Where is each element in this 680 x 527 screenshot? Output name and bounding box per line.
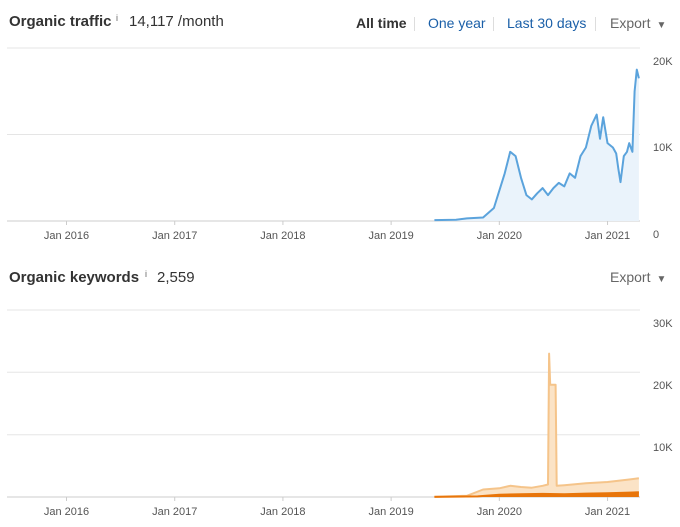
traffic-chart: 20K 10K 0 Jan 2016 Jan 2017 Jan 2018 Jan 2019 J… <box>7 47 673 242</box>
traffic-export-button[interactable]: Export ▼ <box>610 15 666 31</box>
export-label: Export <box>610 269 651 285</box>
keywords-info-icon[interactable]: i <box>145 269 147 279</box>
x-tick-label: Jan 2018 <box>260 506 305 518</box>
keywords-chart: 30K 20K 10K Jan 2016 Jan 2017 Jan 2018 Jan 201… <box>7 309 673 518</box>
x-tick-label: Jan 2016 <box>44 230 89 242</box>
keywords-header: Organic keywords i 2,559 Export ▼ <box>0 262 680 292</box>
x-tick-label: Jan 2017 <box>152 230 197 242</box>
y-tick-label: 20K <box>653 56 673 68</box>
x-tick-label: Jan 2019 <box>368 506 413 518</box>
tab-divider <box>414 17 415 31</box>
y-tick-label: 0 <box>653 229 659 241</box>
keywords-title: Organic keywords <box>9 269 140 286</box>
y-tick-label: 10K <box>653 142 673 154</box>
series-area <box>434 69 639 221</box>
series-area <box>434 353 639 497</box>
keywords-export-button[interactable]: Export ▼ <box>610 269 666 285</box>
x-tick-label: Jan 2021 <box>585 506 630 518</box>
tab-divider <box>595 17 596 31</box>
export-label: Export <box>610 15 651 31</box>
y-tick-label: 30K <box>653 318 673 330</box>
tab-all-time[interactable]: All time <box>356 15 407 31</box>
x-tick-label: Jan 2016 <box>44 506 89 518</box>
traffic-info-icon[interactable]: i <box>116 13 118 23</box>
x-tick-label: Jan 2020 <box>477 230 522 242</box>
series-line <box>434 68 640 222</box>
y-tick-label: 10K <box>653 442 673 454</box>
x-tick-label: Jan 2021 <box>585 230 630 242</box>
series-line <box>434 352 640 498</box>
y-tick-label: 20K <box>653 380 673 392</box>
x-tick-label: Jan 2020 <box>477 506 522 518</box>
traffic-value: 14,117 /month <box>129 13 224 30</box>
keywords-value: 2,559 <box>157 269 195 286</box>
tab-one-year[interactable]: One year <box>428 15 486 31</box>
traffic-title: Organic traffic <box>9 13 112 30</box>
chevron-down-icon: ▼ <box>656 274 667 285</box>
x-tick-label: Jan 2019 <box>368 230 413 242</box>
x-tick-label: Jan 2017 <box>152 506 197 518</box>
series-line <box>434 491 639 498</box>
tab-last-30-days[interactable]: Last 30 days <box>507 15 587 31</box>
chevron-down-icon: ▼ <box>656 20 667 31</box>
tab-divider <box>493 17 494 31</box>
x-tick-label: Jan 2018 <box>260 230 305 242</box>
traffic-header: Organic traffic i 14,117 /month All time… <box>0 0 680 31</box>
